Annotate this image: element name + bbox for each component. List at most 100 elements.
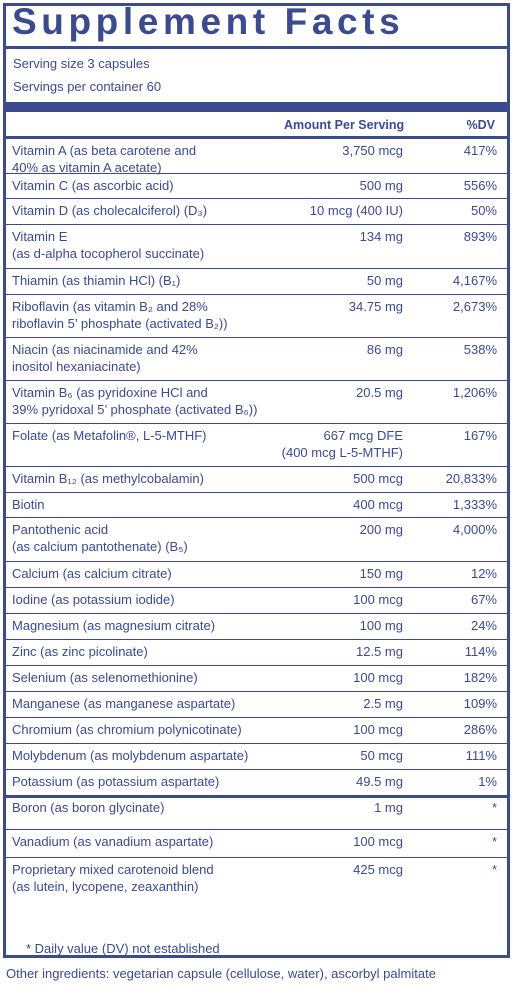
amount-line: 150 mg	[359, 566, 403, 581]
nutrient-name: Iodine (as potassium iodide)	[12, 591, 312, 608]
amount-per-serving: 667 mcg DFE (400 mcg L-5-MTHF)	[233, 427, 403, 461]
nutrient-name: Calcium (as calcium citrate)	[12, 565, 312, 582]
thick-rule	[6, 102, 507, 112]
title-rule	[6, 46, 507, 49]
daily-value-percent: 1%	[478, 774, 497, 789]
amount-per-serving: 49.5 mg	[233, 773, 403, 790]
amount-per-serving: 400 mcg	[233, 496, 403, 513]
amount-line: 86 mg	[366, 342, 403, 357]
nutrient-row: Zinc (as zinc picolinate) 12.5 mg 114%	[6, 640, 507, 666]
nutrient-row: Calcium (as calcium citrate) 150 mg 12%	[6, 562, 507, 588]
daily-value-percent: 167%	[463, 428, 497, 443]
daily-value-percent: 114%	[464, 644, 497, 659]
daily-value-percent: 50%	[470, 203, 497, 218]
nutrient-row: Pantothenic acid (as calcium pantothenate…	[6, 518, 507, 562]
amount-line: 667 mcg DFE	[323, 428, 403, 443]
nutrient-row: Manganese (as manganese aspartate) 2.5 mg…	[6, 692, 507, 718]
daily-value-percent: 4,000%	[452, 522, 497, 537]
nutrient-row: Vitamin B₁₂ (as methylcobalamin) 500 mcg 2…	[6, 467, 507, 493]
amount-line: 400 mcg	[353, 497, 403, 512]
amount-per-serving: 50 mg	[233, 272, 403, 289]
daily-value-percent: *	[491, 834, 497, 849]
nutrient-row: Proprietary mixed carotenoid blend (as lu…	[6, 858, 507, 903]
nutrient-row: Folate (as Metafolin®, L-5-MTHF) 667 mcg …	[6, 424, 507, 467]
daily-value-percent: 893%	[463, 229, 497, 244]
nutrient-name: Vitamin D (as cholecalciferol) (D₃)	[12, 202, 312, 219]
daily-value-percent: 1,206%	[452, 385, 497, 400]
nutrient-name-line: Selenium (as selenomethionine)	[12, 670, 198, 685]
nutrient-name-line: Vitamin B₆ (as pyridoxine HCl and	[12, 385, 208, 400]
nutrient-name: Biotin	[12, 496, 312, 513]
nutrient-name-line: Iodine (as potassium iodide)	[12, 592, 175, 607]
nutrient-name: Vitamin E (as d-alpha tocopherol succinat…	[12, 228, 312, 262]
nutrient-name-line: Riboflavin (as vitamin B₂ and 28%	[12, 299, 208, 314]
nutrient-name: Proprietary mixed carotenoid blend (as lu…	[12, 861, 312, 895]
nutrient-name-line: Calcium (as calcium citrate)	[12, 566, 172, 581]
daily-value-percent: 182%	[463, 670, 497, 685]
nutrient-row: Vitamin A (as beta carotene and 40% as vi…	[6, 139, 507, 176]
nutrient-name: Selenium (as selenomethionine)	[12, 669, 312, 686]
amount-line: 200 mg	[359, 522, 403, 537]
nutrient-row: Vitamin E (as d-alpha tocopherol succinat…	[6, 225, 507, 269]
amount-per-serving: 100 mg	[233, 617, 403, 634]
nutrient-name-line: (as calcium pantothenate) (B₅)	[12, 539, 188, 554]
daily-value-percent: 12%	[470, 566, 497, 581]
nutrient-name-line: Pantothenic acid	[12, 522, 109, 537]
amount-line: 34.75 mg	[348, 299, 403, 314]
daily-value-percent: 67%	[470, 592, 497, 607]
nutrient-row: Potassium (as potassium aspartate) 49.5 m…	[6, 770, 507, 798]
amount-per-serving: 134 mg	[233, 228, 403, 245]
daily-value-percent: 109%	[463, 696, 497, 711]
amount-line: 1 mg	[374, 800, 403, 815]
nutrient-name: Magnesium (as magnesium citrate)	[12, 617, 312, 634]
daily-value-percent: 24%	[470, 618, 497, 633]
nutrient-name: Folate (as Metafolin®, L-5-MTHF)	[12, 427, 312, 444]
amount-per-serving: 500 mg	[233, 177, 403, 194]
nutrient-name-line: inositol hexaniacinate)	[12, 359, 141, 374]
amount-line: 49.5 mg	[356, 774, 403, 789]
amount-per-serving: 20.5 mg	[233, 384, 403, 401]
nutrient-name: Vitamin C (as ascorbic acid)	[12, 177, 312, 194]
amount-line: 3,750 mcg	[342, 143, 403, 158]
dv-header: %DV	[466, 118, 495, 132]
nutrient-name-line: Vitamin C (as ascorbic acid)	[12, 178, 174, 193]
header-rule	[6, 136, 507, 139]
nutrient-name-line: Boron (as boron glycinate)	[12, 800, 165, 815]
daily-value-percent: 4,167%	[452, 273, 497, 288]
daily-value-percent: *	[491, 862, 497, 877]
nutrient-name-line: riboflavin 5’ phosphate (activated B₂))	[12, 316, 228, 331]
nutrient-row: Vanadium (as vanadium aspartate) 100 mcg *	[6, 830, 507, 858]
daily-value-percent: 286%	[463, 722, 497, 737]
daily-value-percent: *	[491, 800, 497, 815]
amount-line: 425 mcg	[353, 862, 403, 877]
daily-value-percent: 111%	[465, 748, 497, 763]
daily-value-percent: 2,673%	[452, 299, 497, 314]
amount-per-serving: 34.75 mg	[233, 298, 403, 315]
amount-per-serving: 100 mcg	[233, 833, 403, 850]
amount-line: 100 mcg	[353, 722, 403, 737]
nutrient-name-line: Vitamin A (as beta carotene and	[12, 143, 197, 158]
serving-size: Serving size 3 capsules	[13, 56, 150, 71]
nutrient-name: Riboflavin (as vitamin B₂ and 28% ribofla…	[12, 298, 312, 332]
amount-per-serving: 100 mcg	[233, 591, 403, 608]
amount-per-serving: 86 mg	[233, 341, 403, 358]
nutrient-name-line: Molybdenum (as molybdenum aspartate)	[12, 748, 249, 763]
nutrient-row: Vitamin C (as ascorbic acid) 500 mg 556%	[6, 174, 507, 199]
nutrient-name: Zinc (as zinc picolinate)	[12, 643, 312, 660]
amount-line: 500 mcg	[353, 471, 403, 486]
nutrient-name: Vitamin A (as beta carotene and 40% as vi…	[12, 142, 312, 176]
daily-value-percent: 1,333%	[452, 497, 497, 512]
amount-per-serving: 150 mg	[233, 565, 403, 582]
nutrient-name-line: Vitamin D (as cholecalciferol) (D₃)	[12, 203, 208, 218]
amount-per-serving: 12.5 mg	[233, 643, 403, 660]
amount-per-serving: 10 mcg (400 IU)	[233, 202, 403, 219]
amount-per-serving: 1 mg	[233, 799, 403, 816]
nutrient-name-line: Niacin (as niacinamide and 42%	[12, 342, 198, 357]
nutrient-name-line: Folate (as Metafolin®, L-5-MTHF)	[12, 428, 207, 443]
nutrient-name: Boron (as boron glycinate)	[12, 799, 312, 816]
amount-line: 100 mcg	[353, 592, 403, 607]
panel-title: Supplement Facts	[12, 1, 405, 42]
nutrient-name: Vitamin B₆ (as pyridoxine HCl and 39% pyr…	[12, 384, 312, 418]
amount-per-serving: 3,750 mcg	[233, 142, 403, 159]
amount-per-serving: 200 mg	[233, 521, 403, 538]
